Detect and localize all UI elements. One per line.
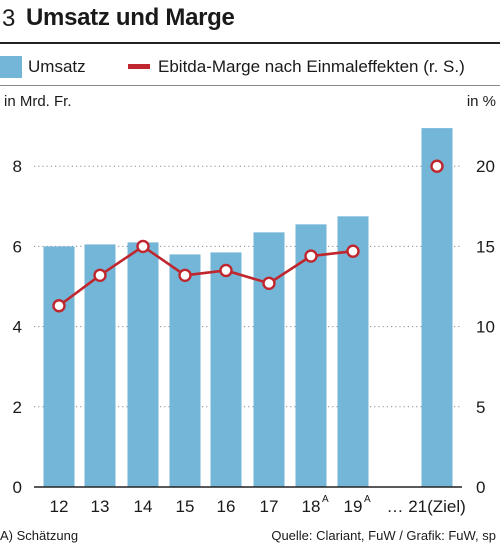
legend-bar-label: Umsatz bbox=[28, 57, 86, 76]
margin-point bbox=[93, 268, 107, 282]
margin-point bbox=[52, 299, 66, 313]
figure-number: 3 bbox=[2, 5, 16, 32]
x-tick-label: 12 bbox=[50, 497, 69, 516]
x-tick-label: 15 bbox=[176, 497, 195, 516]
bar bbox=[295, 224, 327, 487]
legend-rule bbox=[0, 85, 500, 86]
right-tick-label: 0 bbox=[476, 478, 485, 497]
bar bbox=[421, 128, 453, 488]
right-tick-label: 5 bbox=[476, 398, 485, 417]
chart-title: Umsatz und Marge bbox=[26, 4, 235, 31]
margin-line bbox=[58, 245, 354, 307]
x-tick-label: 14 bbox=[134, 497, 153, 516]
chart-header: 3 Umsatz und Marge bbox=[0, 0, 500, 46]
x-tick-label: 16 bbox=[217, 497, 236, 516]
bar bbox=[253, 232, 285, 487]
right-tick-label: 15 bbox=[476, 237, 495, 256]
x-tick-label: 19 bbox=[344, 497, 363, 516]
header-rule bbox=[0, 42, 500, 44]
left-tick-label: 0 bbox=[13, 478, 22, 497]
x-tick-superscript: A bbox=[322, 494, 329, 505]
right-tick-label: 10 bbox=[476, 318, 495, 337]
legend-line-label: Ebitda-Marge nach Einmaleffekten (r. S.) bbox=[158, 57, 465, 76]
left-tick-label: 8 bbox=[13, 157, 22, 176]
x-tick-label: 21(Ziel) bbox=[408, 497, 466, 516]
bar bbox=[169, 254, 201, 487]
bar bbox=[337, 216, 369, 487]
left-tick-label: 2 bbox=[13, 398, 22, 417]
bar bbox=[43, 246, 75, 487]
source-note: Quelle: Clariant, FuW / Grafik: FuW, sp bbox=[271, 528, 496, 543]
x-tick-label: 13 bbox=[91, 497, 110, 516]
margin-point bbox=[430, 159, 444, 173]
margin-point bbox=[346, 244, 360, 258]
right-axis-unit: in % bbox=[467, 93, 496, 110]
margin-point bbox=[219, 263, 233, 278]
x-tick-label: 18 bbox=[302, 497, 321, 516]
margin-point bbox=[178, 268, 192, 282]
left-tick-label: 4 bbox=[13, 318, 22, 337]
chart-legend: Umsatz Ebitda-Marge nach Einmaleffekten … bbox=[0, 52, 500, 82]
legend-line-swatch bbox=[128, 64, 150, 69]
axis-gap-marker: … bbox=[387, 497, 404, 516]
chart-footer: A) Schätzung Quelle: Clariant, FuW / Gra… bbox=[0, 524, 500, 545]
legend-bar-swatch bbox=[0, 56, 22, 78]
left-axis-unit: in Mrd. Fr. bbox=[4, 93, 72, 110]
bar bbox=[210, 252, 242, 487]
margin-point bbox=[136, 239, 150, 254]
chart-plot: in Mrd. Fr. in % 0 2 4 6 8 0 5 10 15 20 12 13 14 15 16 17… bbox=[4, 93, 496, 516]
bar bbox=[127, 242, 159, 487]
right-tick-label: 20 bbox=[476, 157, 495, 176]
x-tick-label: 17 bbox=[260, 497, 279, 516]
left-tick-label: 6 bbox=[13, 237, 22, 256]
footnote: A) Schätzung bbox=[0, 528, 79, 543]
margin-point bbox=[262, 276, 276, 290]
margin-point bbox=[304, 249, 318, 263]
x-tick-superscript: A bbox=[364, 494, 371, 505]
bar bbox=[84, 244, 116, 487]
